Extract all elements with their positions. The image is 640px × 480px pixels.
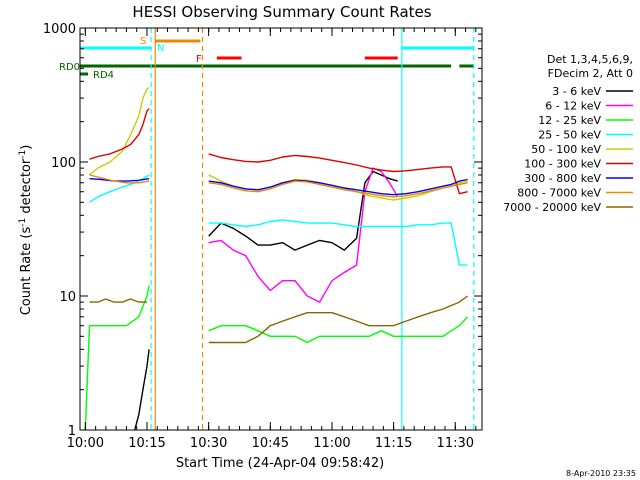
y-tick-label: 10: [59, 290, 76, 305]
y-axis-label-main: Count Rate (s: [19, 227, 34, 316]
y-axis-label-mid: detector: [19, 158, 34, 218]
x-tick-label: 10:15: [128, 436, 165, 451]
y-axis-label: Count Rate (s-1 detector-1): [18, 145, 34, 316]
series-line: [208, 180, 468, 198]
flag-label-f: F: [196, 54, 202, 65]
y-axis-ticks: 1 10 100 1000: [43, 22, 482, 439]
x-tick-label: 11:15: [375, 436, 412, 451]
flag-label-rd0: RD0: [59, 62, 80, 73]
chart-title: HESSI Observing Summary Count Rates: [132, 3, 431, 21]
series-line: [208, 178, 468, 196]
legend: Det 1,3,4,5,6,9, FDecim 2, Att 0 3 - 6 k…: [503, 53, 633, 214]
legend-label: 6 - 12 keV: [545, 100, 601, 113]
x-axis-ticks: 10:00 10:15 10:30 10:45 11:00 11:15 11:30: [67, 28, 477, 451]
x-tick-label: 11:30: [437, 436, 474, 451]
x-tick-label: 11:00: [313, 436, 350, 451]
series-line: [134, 349, 150, 431]
series-line: [208, 219, 468, 266]
legend-label: 25 - 50 keV: [538, 129, 601, 142]
legend-label: 800 - 7000 keV: [517, 187, 601, 200]
y-tick-label: 1000: [43, 22, 76, 37]
series-line: [208, 295, 469, 344]
flag-bars: RD0 RD4 S F N: [59, 36, 474, 81]
series-line: [208, 316, 469, 344]
flag-label-s: S: [140, 36, 146, 47]
legend-header-line-1: Det 1,3,4,5,6,9,: [547, 53, 633, 66]
series-line: [89, 174, 150, 203]
series-line: [89, 178, 150, 182]
time-markers: [150, 28, 475, 430]
legend-label: 300 - 800 keV: [524, 172, 601, 185]
x-tick-label: 10:00: [67, 436, 104, 451]
data-series: [84, 86, 469, 431]
series-line: [89, 298, 147, 303]
legend-label: 50 - 100 keV: [531, 143, 601, 156]
footer-date: 8-Apr-2010 23:35: [566, 469, 636, 478]
flag-label-rd4: RD4: [93, 70, 114, 81]
legend-label: 100 - 300 keV: [524, 158, 601, 171]
x-axis-label: Start Time (24-Apr-04 09:58:42): [176, 456, 384, 471]
series-line: [208, 170, 398, 251]
y-axis-label-sup1: -1: [18, 218, 28, 227]
series-line: [208, 153, 468, 195]
y-tick-label: 100: [51, 156, 76, 171]
series-line: [89, 86, 150, 176]
x-tick-label: 10:30: [190, 436, 227, 451]
series-line: [84, 285, 150, 431]
legend-label: 12 - 25 keV: [538, 114, 601, 127]
series-line: [89, 174, 150, 184]
legend-label: 7000 - 20000 keV: [503, 201, 601, 214]
series-line: [89, 108, 150, 160]
y-axis-label-sup2: -1: [18, 150, 28, 159]
y-tick-label: 1: [68, 424, 76, 439]
x-tick-label: 10:45: [252, 436, 289, 451]
y-axis-label-end: ): [19, 145, 34, 150]
legend-header-line-2: FDecim 2, Att 0: [548, 67, 633, 80]
flag-label-n: N: [157, 43, 164, 54]
legend-label: 3 - 6 keV: [552, 85, 601, 98]
